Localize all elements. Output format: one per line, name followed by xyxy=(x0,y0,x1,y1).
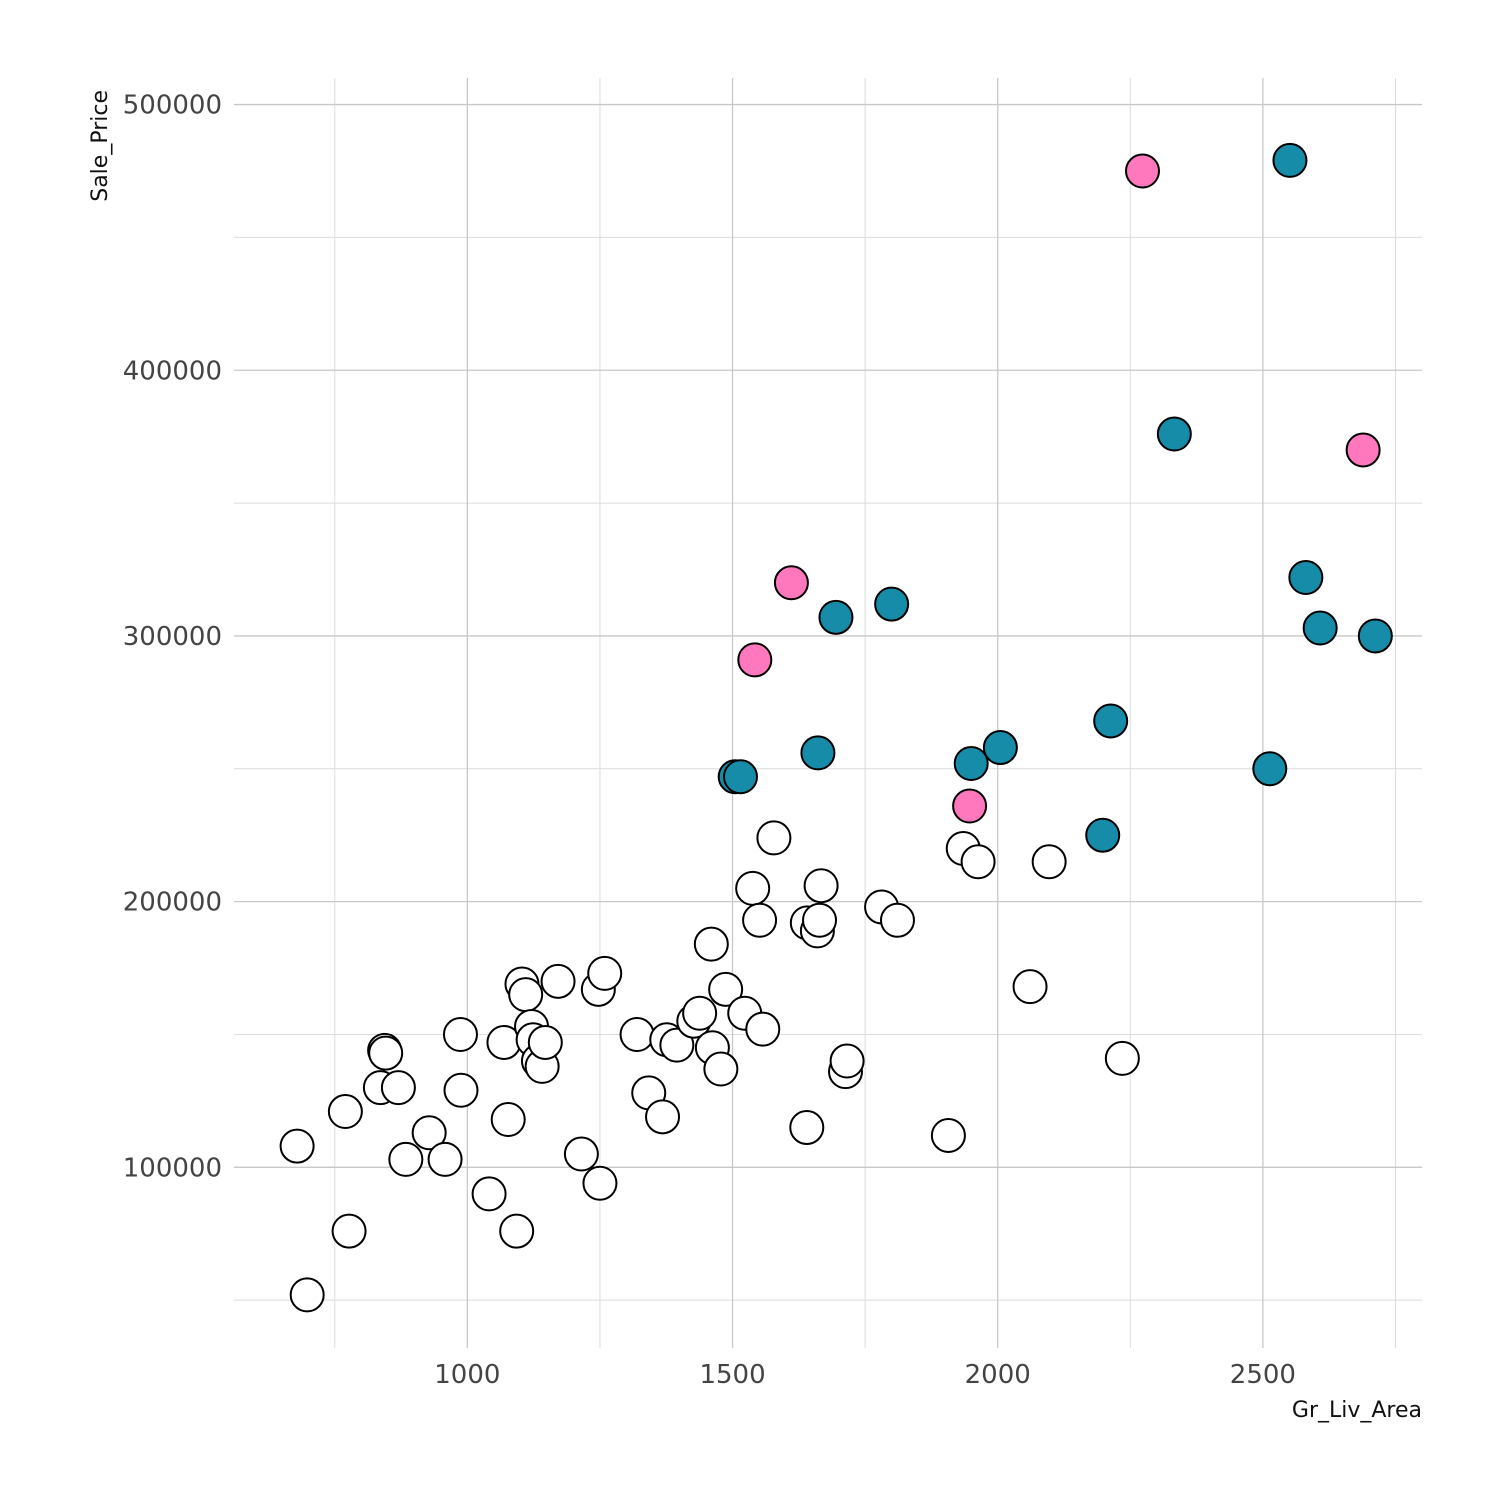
data-point xyxy=(800,735,836,771)
data-point xyxy=(735,870,771,906)
data-point xyxy=(960,844,996,880)
y-tick-label: 200000 xyxy=(123,888,222,918)
x-tick-label: 1000 xyxy=(434,1360,500,1390)
data-point xyxy=(1104,1040,1140,1076)
y-axis-title: Sale_Price xyxy=(88,90,113,202)
data-point xyxy=(380,1070,416,1106)
data-point xyxy=(331,1213,367,1249)
data-point xyxy=(499,1213,535,1249)
data-point xyxy=(818,599,854,635)
data-point xyxy=(737,642,773,678)
data-point xyxy=(1345,432,1381,468)
data-point xyxy=(490,1102,526,1138)
data-point xyxy=(443,1072,479,1108)
data-point xyxy=(803,868,839,904)
data-point xyxy=(427,1141,463,1177)
data-point xyxy=(388,1141,424,1177)
y-tick-label: 500000 xyxy=(123,91,222,121)
data-point xyxy=(708,971,744,1007)
data-point xyxy=(1288,559,1324,595)
y-tick-label: 100000 xyxy=(123,1153,222,1183)
data-point xyxy=(1302,610,1338,646)
data-point xyxy=(587,955,623,991)
data-point xyxy=(1357,618,1393,654)
y-tick-label: 300000 xyxy=(123,622,222,652)
data-point xyxy=(773,565,809,601)
data-point xyxy=(563,1136,599,1172)
data-point xyxy=(1252,751,1288,787)
data-point xyxy=(508,977,544,1013)
data-point xyxy=(471,1176,507,1212)
data-point xyxy=(527,1024,563,1060)
data-point xyxy=(789,1109,825,1145)
data-point xyxy=(442,1016,478,1052)
data-point xyxy=(1156,416,1192,452)
y-tick-label: 400000 xyxy=(123,356,222,386)
data-point xyxy=(1012,969,1048,1005)
data-point xyxy=(1031,844,1067,880)
x-tick-label: 2500 xyxy=(1230,1360,1296,1390)
x-tick-label: 2000 xyxy=(965,1360,1031,1390)
data-point xyxy=(952,788,988,824)
x-axis-title: Gr_Liv_Area xyxy=(1292,1398,1422,1423)
data-point xyxy=(411,1115,447,1151)
data-point xyxy=(742,902,778,938)
data-point xyxy=(953,745,989,781)
data-point xyxy=(756,820,792,856)
data-point xyxy=(540,963,576,999)
data-point xyxy=(693,926,729,962)
data-point xyxy=(879,902,915,938)
grid-lines xyxy=(234,78,1422,1348)
data-point xyxy=(745,1011,781,1047)
data-point xyxy=(722,759,758,795)
data-point xyxy=(802,902,838,938)
x-tick-label: 1500 xyxy=(699,1360,765,1390)
data-point xyxy=(682,995,718,1031)
data-point xyxy=(703,1051,739,1087)
data-point xyxy=(582,1165,618,1201)
data-point xyxy=(874,586,910,622)
data-point xyxy=(659,1027,695,1063)
data-point xyxy=(279,1128,315,1164)
data-point xyxy=(982,730,1018,766)
data-point xyxy=(289,1277,325,1313)
data-point xyxy=(1093,703,1129,739)
data-point xyxy=(1085,817,1121,853)
x-axis-tick-labels: 1000 1500 2000 2500 xyxy=(434,1360,1296,1390)
data-point xyxy=(619,1016,655,1052)
data-point xyxy=(1125,153,1161,189)
y-axis-tick-labels: 100000 200000 300000 400000 500000 xyxy=(123,91,222,1184)
data-point xyxy=(1272,142,1308,178)
data-point xyxy=(829,1043,865,1079)
data-point xyxy=(930,1117,966,1153)
data-point xyxy=(327,1094,363,1130)
data-point xyxy=(645,1099,681,1135)
data-points xyxy=(279,142,1393,1313)
data-point xyxy=(368,1035,404,1071)
